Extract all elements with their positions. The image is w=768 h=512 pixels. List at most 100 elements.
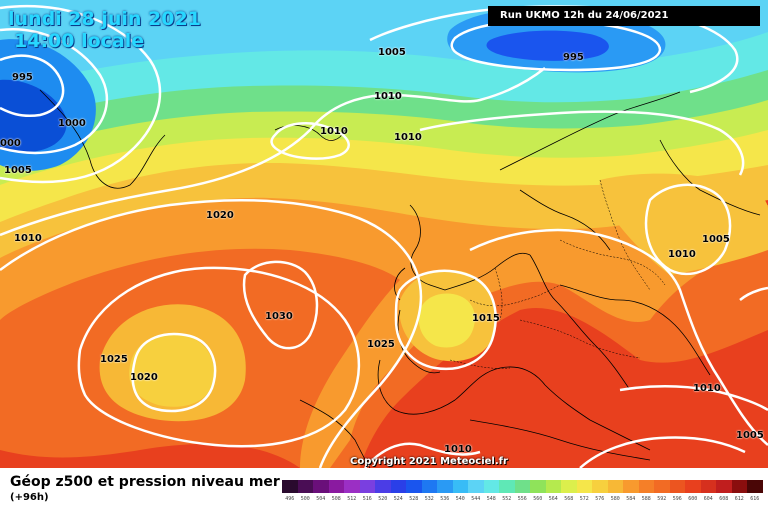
color-scale-tick-label	[763, 496, 768, 502]
color-scale-tick-label: 504	[316, 496, 326, 502]
color-scale-swatch	[654, 480, 670, 493]
color-scale-swatch	[762, 480, 768, 493]
map-title: Géop z500 et pression niveau mer	[10, 474, 280, 490]
color-scale-swatch	[359, 480, 375, 493]
color-scale-tick-label: 592	[657, 496, 667, 502]
isobar-label: 1020	[130, 372, 158, 383]
color-scale-tick-label: 528	[409, 496, 419, 502]
color-scale-tick-label: 520	[378, 496, 388, 502]
isobar-1010-island	[270, 122, 350, 160]
isobar-995-west	[0, 54, 65, 117]
isobar-label: 1010	[693, 383, 721, 394]
color-scale-tick-label: 544	[471, 496, 481, 502]
field-yellow	[0, 125, 768, 222]
color-scale-swatch	[700, 480, 716, 493]
color-scale-swatch	[499, 480, 515, 493]
color-scale-swatch	[452, 480, 468, 493]
color-scale-swatch	[406, 480, 422, 493]
color-scale-swatch	[545, 480, 561, 493]
color-scale-swatch	[344, 480, 360, 493]
isobar-label: 1015	[472, 313, 500, 324]
color-scale-swatch	[437, 480, 453, 493]
forecast-date: lundi 28 juin 2021	[8, 8, 201, 30]
color-scale-swatch	[576, 480, 592, 493]
forecast-time: 14:00 locale	[14, 30, 145, 52]
model-run-label: Run UKMO 12h du 24/06/2021	[488, 6, 760, 26]
color-scale-swatch	[638, 480, 654, 493]
color-scale-tick-label: 552	[502, 496, 512, 502]
color-scale-tick-label: 608	[719, 496, 729, 502]
isobar-1030	[242, 260, 319, 350]
color-scale-tick-label: 508	[331, 496, 341, 502]
color-scale-tick-label: 580	[610, 496, 620, 502]
color-scale-swatch	[561, 480, 577, 493]
isobar-label: 1030	[265, 311, 293, 322]
isobar-1015	[394, 269, 497, 371]
isobar-label: 995	[563, 52, 584, 63]
isobar-label: 1005	[702, 234, 730, 245]
field-france-lightyellow	[418, 293, 475, 348]
isobar-label: 1010	[320, 126, 348, 137]
weather-map: 995 1000 000 1005 1010 1005 1010 1010 10…	[0, 0, 768, 468]
color-scale-tick-label: 532	[424, 496, 434, 502]
color-scale-tick-label: 500	[300, 496, 310, 502]
isobar-label: 1010	[394, 132, 422, 143]
color-scale-tick-label: 536	[440, 496, 450, 502]
color-scale	[282, 480, 768, 493]
copyright-notice: Copyright 2021 Meteociel.fr	[350, 456, 508, 467]
isobar-label: 1000	[58, 118, 86, 129]
color-scale-tick-label: 584	[626, 496, 636, 502]
color-scale-swatch	[592, 480, 608, 493]
field-green	[0, 64, 768, 155]
color-scale-tick-label: 496	[285, 496, 295, 502]
color-scale-swatch	[716, 480, 732, 493]
color-scale-swatch	[607, 480, 623, 493]
color-scale-tick-label: 556	[517, 496, 527, 502]
isobar-1010-se	[619, 385, 768, 412]
color-scale-tick-label: 572	[579, 496, 589, 502]
isobar-1015-east	[469, 228, 768, 446]
color-scale-tick-label: 588	[641, 496, 651, 502]
isobar-1010-east	[644, 183, 732, 276]
color-scale-swatch	[685, 480, 701, 493]
color-scale-swatch	[390, 480, 406, 493]
color-scale-swatch	[375, 480, 391, 493]
geopotential-field	[0, 0, 768, 468]
color-scale-swatch	[282, 480, 298, 493]
color-scale-tick-label: 564	[548, 496, 558, 502]
isobar-1000-west	[0, 28, 109, 155]
color-scale-labels: 496 500 504 508 512 516 520 524 528 532 536 540 544 5…	[282, 496, 768, 502]
isobar-1020	[0, 198, 423, 468]
color-scale-tick-label: 568	[564, 496, 574, 502]
field-orange	[0, 189, 768, 468]
color-scale-swatch	[623, 480, 639, 493]
isobar-label: 1010	[668, 249, 696, 260]
isobar-1010-scand	[419, 110, 745, 176]
color-scale-tick-label: 604	[703, 496, 713, 502]
color-scale-tick-label: 540	[455, 496, 465, 502]
isobar-1015-se	[579, 436, 746, 468]
color-scale-tick-label: 524	[393, 496, 403, 502]
color-scale-swatch	[747, 480, 763, 493]
color-scale-tick-label: 560	[533, 496, 543, 502]
isobar-label: 1025	[100, 354, 128, 365]
color-scale-swatch	[468, 480, 484, 493]
color-scale-swatch	[313, 480, 329, 493]
color-scale-tick-label: 600	[688, 496, 698, 502]
color-scale-tick-label: 616	[750, 496, 760, 502]
isobar-label: 1005	[736, 430, 764, 441]
color-scale-swatch	[514, 480, 530, 493]
color-scale-swatch	[731, 480, 747, 493]
color-scale-tick-label: 548	[486, 496, 496, 502]
isobar-label: 000	[0, 138, 21, 149]
color-scale-swatch	[483, 480, 499, 493]
isobar-1025	[77, 266, 361, 448]
isobar-1005-west	[0, 5, 162, 184]
country-borders	[449, 179, 666, 369]
isobar-label: 1005	[4, 165, 32, 176]
color-scale-swatch	[530, 480, 546, 493]
coastlines	[39, 89, 761, 468]
isobar-1010-south	[364, 442, 481, 468]
forecast-datetime: lundi 28 juin 2021 14:00 locale	[8, 8, 201, 52]
color-scale-tick-label: 512	[347, 496, 357, 502]
